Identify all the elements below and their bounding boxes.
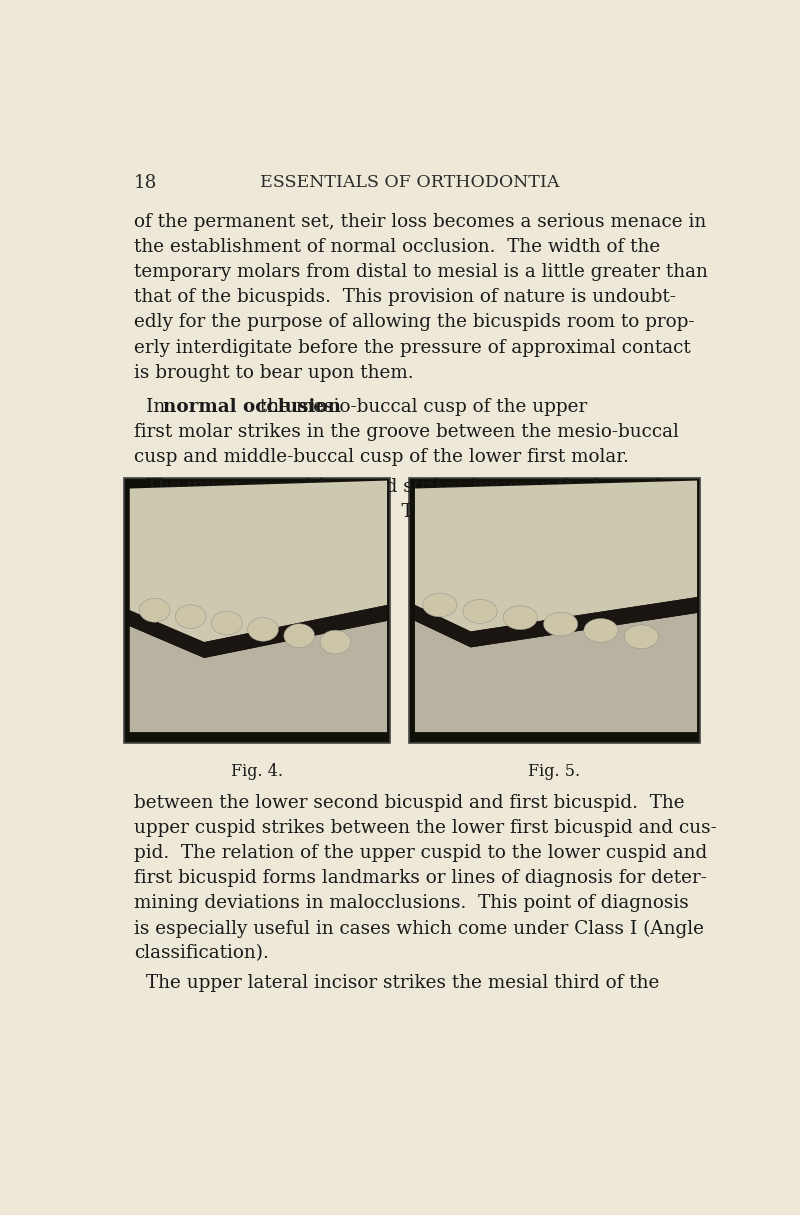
Text: that of the bicuspids.  This provision of nature is undoubt-: that of the bicuspids. This provision of…: [134, 288, 676, 306]
Text: upper cuspid strikes between the lower first bicuspid and cus-: upper cuspid strikes between the lower f…: [134, 819, 717, 837]
Text: erly interdigitate before the pressure of approximal contact: erly interdigitate before the pressure o…: [134, 339, 691, 356]
Text: mining deviations in malocclusions.  This point of diagnosis: mining deviations in malocclusions. This…: [134, 894, 689, 912]
Text: temporary molars from distal to mesial is a little greater than: temporary molars from distal to mesial i…: [134, 264, 708, 282]
Bar: [409, 477, 700, 742]
Ellipse shape: [543, 612, 578, 635]
Polygon shape: [415, 597, 697, 648]
Text: pid.  The relation of the upper cuspid to the lower cuspid and: pid. The relation of the upper cuspid to…: [134, 844, 707, 863]
Polygon shape: [415, 481, 697, 632]
Polygon shape: [130, 481, 387, 642]
Ellipse shape: [624, 625, 658, 649]
Bar: [123, 477, 390, 742]
Text: is especially useful in cases which come under Class I (Angle: is especially useful in cases which come…: [134, 920, 704, 938]
Ellipse shape: [248, 617, 278, 642]
Text: is brought to bear upon them.: is brought to bear upon them.: [134, 363, 414, 382]
Ellipse shape: [284, 623, 314, 648]
Text: first molar strikes in the groove between the mesio-buccal: first molar strikes in the groove betwee…: [134, 423, 679, 441]
Text: the establishment of normal occlusion.  The width of the: the establishment of normal occlusion. T…: [134, 238, 660, 256]
Text: 18: 18: [134, 174, 158, 192]
Text: between the lower second bicuspid and first bicuspid.  The: between the lower second bicuspid and fi…: [134, 795, 685, 812]
Text: the mesio-buccal cusp of the upper: the mesio-buccal cusp of the upper: [254, 399, 588, 416]
Text: classification).: classification).: [134, 944, 269, 962]
Text: Fig. 5.: Fig. 5.: [528, 763, 581, 780]
Text: molar and second bicuspid.  The upper first bicuspid strikes: molar and second bicuspid. The upper fir…: [134, 503, 695, 521]
Text: In: In: [146, 399, 172, 416]
Ellipse shape: [422, 593, 457, 617]
Ellipse shape: [584, 618, 618, 643]
Ellipse shape: [175, 605, 206, 628]
Ellipse shape: [503, 606, 538, 629]
Text: The upper lateral incisor strikes the mesial third of the: The upper lateral incisor strikes the me…: [146, 974, 660, 993]
Ellipse shape: [211, 611, 242, 635]
Ellipse shape: [320, 631, 350, 654]
Text: of the permanent set, their loss becomes a serious menace in: of the permanent set, their loss becomes…: [134, 213, 706, 231]
Text: Fig. 4.: Fig. 4.: [231, 763, 283, 780]
Ellipse shape: [463, 599, 497, 623]
Text: ESSENTIALS OF ORTHODONTIA: ESSENTIALS OF ORTHODONTIA: [260, 174, 560, 191]
Ellipse shape: [139, 598, 170, 622]
Text: normal occlusion: normal occlusion: [162, 399, 341, 416]
Text: first bicuspid forms landmarks or lines of diagnosis for deter-: first bicuspid forms landmarks or lines …: [134, 870, 707, 887]
Polygon shape: [130, 621, 387, 733]
Text: The upper second bicuspid strikes between the lower first: The upper second bicuspid strikes betwee…: [146, 477, 690, 496]
Text: edly for the purpose of allowing the bicuspids room to prop-: edly for the purpose of allowing the bic…: [134, 313, 694, 332]
Text: cusp and middle-buccal cusp of the lower first molar.: cusp and middle-buccal cusp of the lower…: [134, 448, 629, 467]
Polygon shape: [130, 605, 387, 659]
Polygon shape: [415, 612, 697, 733]
